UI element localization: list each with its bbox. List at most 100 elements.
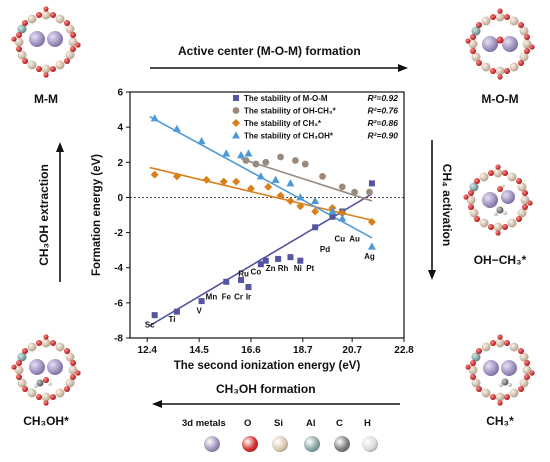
atom-legend-swatch: [242, 436, 258, 452]
data-point-series-3: [286, 179, 295, 187]
element-label: Rh: [278, 264, 289, 273]
data-point-series-1: [242, 157, 250, 164]
data-point-series-0: [297, 257, 304, 264]
data-point-series-0: [238, 277, 245, 284]
data-point-series-3: [197, 137, 206, 145]
atom-legend-label: O: [244, 418, 252, 429]
data-point-series-2: [246, 184, 255, 193]
data-point-series-0: [262, 257, 269, 264]
data-point-series-1: [351, 188, 359, 196]
data-point-series-0: [198, 298, 205, 305]
data-point-series-2: [367, 218, 376, 227]
legend-label-2: The stability of CH₃*: [244, 119, 322, 128]
arrow-label-bottom: CH₃OH formation: [216, 382, 316, 396]
data-point-series-0: [151, 312, 158, 319]
label-mom: M-O-M: [481, 92, 519, 106]
element-label: Pt: [306, 264, 314, 273]
x-tick-label: 18.7: [293, 345, 313, 356]
data-point-series-2: [264, 182, 273, 191]
legend-label-3: The stability of CH₃OH*: [244, 132, 334, 141]
x-tick-label: 16.6: [241, 345, 261, 356]
fit-line-1: [240, 158, 373, 202]
data-point-series-3: [172, 124, 181, 132]
atom-legend-swatch: [304, 436, 320, 452]
data-point-series-2: [276, 191, 285, 200]
data-point-series-2: [296, 202, 305, 211]
atom-legend-label: Al: [306, 418, 316, 429]
y-tick-label: -4: [114, 263, 123, 274]
atom-legend: 3d metals O Si Al C H: [182, 418, 382, 460]
data-point-series-1: [262, 158, 270, 166]
element-label: Cu: [334, 234, 345, 243]
mom-structure: [465, 8, 535, 80]
element-label: Au: [349, 234, 360, 243]
legend-label-0: The stability of M-O-M: [244, 94, 328, 103]
element-label: Cr: [234, 292, 243, 301]
data-point-series-0: [257, 261, 264, 268]
data-point-series-3: [244, 149, 253, 157]
fit-line-0: [149, 193, 373, 327]
data-point-series-0: [223, 278, 230, 285]
arrow-label-right: CH₄ activation: [440, 163, 454, 247]
atom-legend-swatch: [204, 436, 220, 452]
legend-r2-0: R²=0.92: [368, 93, 399, 103]
data-point-series-1: [319, 172, 326, 180]
data-point-series-1: [277, 153, 284, 161]
legend-label-1: The stability of OH-CH₃*: [244, 107, 337, 116]
data-point-series-3: [271, 175, 280, 183]
element-label: Fe: [222, 292, 232, 301]
legend-r2-3: R²=0.90: [368, 131, 399, 141]
data-point-series-2: [338, 209, 347, 218]
element-label: Ir: [246, 292, 251, 301]
data-point-series-0: [368, 180, 375, 187]
data-point-series-2: [150, 170, 159, 179]
arrow-label-left: CH₃OH extraction: [37, 164, 51, 266]
data-point-series-2: [202, 175, 211, 184]
plot-frame: [129, 91, 405, 339]
element-label: Zn: [266, 264, 276, 273]
ohch3-structure: [463, 164, 533, 236]
element-label: Ti: [168, 315, 175, 324]
atom-legend-swatch: [272, 436, 288, 452]
atom-legend-label: Si: [274, 418, 283, 429]
arrow-label-top: Active center (M-O-M) formation: [178, 44, 361, 58]
element-label: Pd: [320, 245, 330, 254]
data-point-series-2: [286, 196, 295, 205]
atom-legend-swatch: [334, 436, 350, 452]
data-point-series-2: [311, 207, 320, 216]
label-ch3oh: CH₃OH*: [23, 414, 69, 428]
element-label: Co: [251, 268, 262, 277]
x-tick-label: 12.4: [138, 345, 158, 356]
element-label: Ni: [294, 264, 302, 273]
mm-structure: [11, 6, 81, 78]
data-point-series-3: [296, 193, 305, 201]
data-point-series-3: [256, 172, 265, 180]
y-tick-label: -2: [114, 228, 123, 239]
element-label: Sc: [145, 320, 155, 329]
data-point-series-0: [329, 213, 336, 220]
element-label: Ru: [238, 270, 249, 279]
atom-legend-label: H: [364, 418, 371, 429]
legend-marker-3: [232, 131, 240, 139]
data-point-series-3: [328, 207, 337, 215]
data-point-series-0: [275, 255, 282, 262]
data-point-series-1: [291, 157, 299, 164]
element-label: Ag: [364, 252, 375, 261]
atom-legend-swatch: [362, 436, 378, 452]
fit-line-2: [149, 166, 373, 222]
element-label: Mn: [206, 292, 218, 301]
ch3oh-structure: [11, 334, 81, 406]
data-point-series-3: [237, 151, 246, 159]
data-point-series-3: [367, 242, 376, 250]
x-tick-label: 22.8: [394, 345, 414, 356]
cycle-arrows: [56, 64, 436, 408]
legend-marker-2: [232, 119, 240, 127]
y-tick-label: 2: [117, 158, 123, 169]
x-tick-label: 14.5: [189, 345, 209, 356]
data-point-series-2: [219, 177, 228, 186]
data-point-series-0: [245, 284, 252, 291]
data-point-series-1: [338, 183, 346, 191]
label-ohch3: OH−CH₃*: [473, 253, 527, 267]
data-point-series-3: [338, 214, 347, 222]
